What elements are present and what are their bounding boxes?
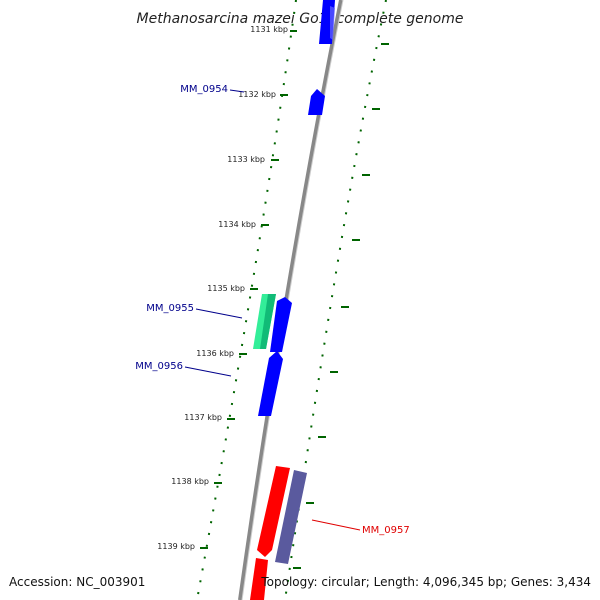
gene-labels: MM_0954 MM_0955 MM_0956 MM_0957 — [135, 84, 409, 536]
reverse-cds-feature[interactable] — [250, 558, 268, 600]
genome-summary-text: Topology: circular; Length: 4,096,345 bp… — [260, 575, 591, 589]
tick-label: 1131 kbp — [250, 25, 288, 34]
gene-label-mm0956[interactable]: MM_0956 — [135, 361, 183, 372]
tick-label: 1137 kbp — [184, 413, 222, 422]
reverse-cds-feature[interactable] — [257, 466, 290, 557]
tick-label: 1138 kbp — [171, 477, 209, 486]
label-leader — [195, 308, 243, 319]
tick-label: 1134 kbp — [218, 220, 256, 229]
forward-cds-mm0956[interactable] — [258, 351, 283, 416]
forward-cds-feature[interactable] — [270, 297, 292, 352]
scale-ticks — [200, 30, 297, 549]
features — [250, 0, 335, 600]
feature-mm0957[interactable] — [275, 470, 307, 564]
label-leader — [229, 89, 245, 93]
map-title: Methanosarcina mazei Go1, complete genom… — [137, 11, 464, 27]
tick-label: 1133 kbp — [227, 155, 265, 164]
outer-scale-ticks — [293, 43, 389, 569]
genome-backbone-shadow — [241, 0, 344, 600]
gene-label-mm0955[interactable]: MM_0955 — [146, 303, 194, 314]
inner-tick-ring — [196, 0, 297, 600]
genome-backbone — [238, 0, 343, 600]
tick-labels: 1131 kbp 1132 kbp 1133 kbp 1134 kbp 1135… — [157, 25, 288, 551]
accession-text: Accession: NC_003901 — [9, 575, 145, 589]
forward-cds-feature[interactable] — [330, 6, 335, 40]
outer-tick-ring — [284, 0, 387, 600]
rna-feature-mm0955-shade — [260, 294, 276, 349]
gene-label-mm0957[interactable]: MM_0957 — [362, 525, 410, 536]
tick-label: 1136 kbp — [196, 349, 234, 358]
gene-label-mm0954[interactable]: MM_0954 — [180, 84, 228, 95]
label-leader — [311, 519, 361, 531]
label-leader — [184, 366, 232, 377]
tick-label: 1132 kbp — [238, 90, 276, 99]
tick-label: 1135 kbp — [207, 284, 245, 293]
forward-cds-mm0954[interactable] — [308, 89, 325, 115]
tick-label: 1139 kbp — [157, 542, 195, 551]
